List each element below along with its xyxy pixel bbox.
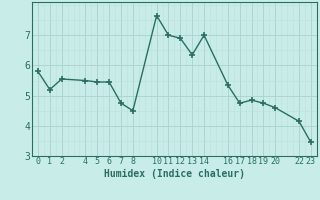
X-axis label: Humidex (Indice chaleur): Humidex (Indice chaleur)	[104, 169, 245, 179]
